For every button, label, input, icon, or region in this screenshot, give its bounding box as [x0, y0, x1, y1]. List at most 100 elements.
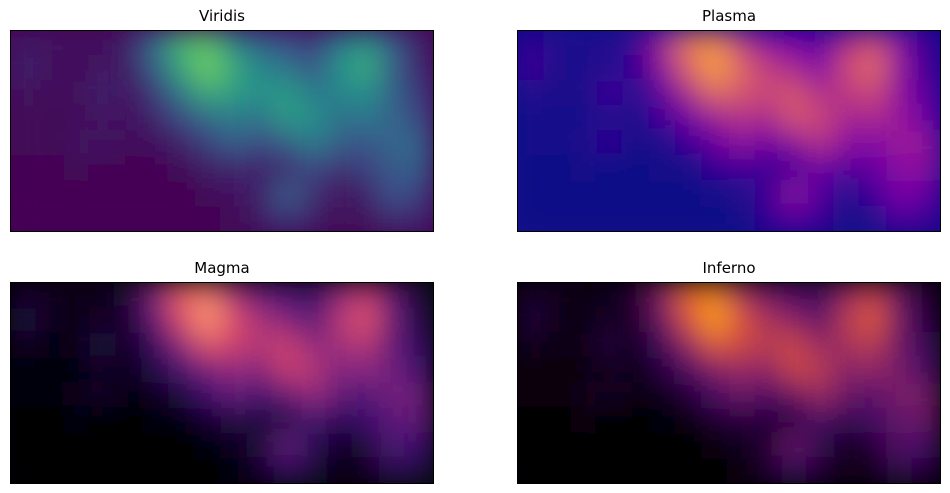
heatmap-cell: [326, 432, 355, 459]
heatmap-cell: [300, 31, 329, 57]
heatmap-cell: [569, 457, 599, 483]
heatmap-cell: [326, 205, 355, 231]
heatmap-cell: [518, 205, 546, 231]
heatmap-cell: [780, 382, 810, 409]
heatmap-cell: [596, 307, 625, 334]
heatmap-cell: [273, 307, 303, 334]
heatmap-cell: [300, 55, 329, 82]
heatmap-cell: [543, 205, 572, 231]
heatmap-cell: [912, 155, 940, 182]
heatmap-cell: [168, 205, 197, 231]
heatmap-cell: [405, 80, 433, 107]
heatmap-cell: [194, 80, 223, 107]
heatmap-cell: [675, 283, 704, 309]
heatmap-cell: [675, 205, 704, 231]
heatmap-cell: [62, 80, 92, 107]
heatmap-cell: [807, 357, 836, 384]
heatmap-cell: [622, 283, 651, 309]
heatmap-cell: [543, 407, 572, 434]
heatmap-cell: [754, 155, 783, 182]
heatmap-cell: [379, 432, 408, 459]
heatmap-cell: [379, 180, 408, 207]
heatmap-cell: [11, 130, 39, 157]
heatmap-cell: [648, 105, 678, 132]
heatmap-cell: [754, 205, 783, 231]
heatmap-cell: [326, 105, 355, 132]
heatmap-cell: [648, 382, 678, 409]
heatmap-cell: [273, 283, 303, 309]
heatmap-cell: [326, 130, 355, 157]
heatmap-cell: [833, 55, 862, 82]
heatmap-cell: [780, 105, 810, 132]
heatmap-cell: [622, 457, 651, 483]
heatmap-cell: [36, 31, 65, 57]
heatmap-cell: [912, 31, 940, 57]
heatmap-cell: [194, 357, 223, 384]
heatmap-cell: [833, 31, 862, 57]
heatmap-cell: [543, 457, 572, 483]
heatmap-cell: [648, 357, 678, 384]
heatmap-cell: [859, 357, 889, 384]
heatmap-cell: [596, 31, 625, 57]
heatmap-cell: [221, 31, 250, 57]
heatmap-cell: [221, 332, 250, 359]
heatmap-cell: [36, 155, 65, 182]
heatmap-cell: [754, 382, 783, 409]
heatmap-cell: [518, 283, 546, 309]
heatmap-cell: [807, 457, 836, 483]
heatmap-cell: [273, 130, 303, 157]
heatmap-cell: [300, 382, 329, 409]
heatmap-cell: [754, 180, 783, 207]
heatmap-cell: [168, 80, 197, 107]
heatmap-cell: [379, 55, 408, 82]
heatmap-cell: [648, 457, 678, 483]
heatmap-cell: [780, 155, 810, 182]
heatmap-cell: [622, 130, 651, 157]
heatmap-cell: [833, 155, 862, 182]
heatmap-cell: [648, 130, 678, 157]
heatmap-cell: [62, 55, 92, 82]
heatmap-cell: [141, 457, 171, 483]
heatmap-cell: [622, 307, 651, 334]
heatmap-cell: [622, 205, 651, 231]
heatmap-cell: [326, 382, 355, 409]
heatmap-cell: [569, 432, 599, 459]
heatmap-cell: [221, 457, 250, 483]
heatmap-cell: [247, 457, 276, 483]
heatmap-cell: [859, 407, 889, 434]
heatmap-cell: [596, 205, 625, 231]
heatmap-cell: [596, 283, 625, 309]
heatmap-cell: [701, 205, 730, 231]
heatmap-cell: [701, 155, 730, 182]
heatmap-cell: [859, 283, 889, 309]
heatmap-cell: [780, 55, 810, 82]
heatmap-cell: [728, 407, 757, 434]
heatmap-cell: [352, 382, 382, 409]
heatmap-cell: [701, 55, 730, 82]
heatmap-cell: [141, 55, 171, 82]
heatmap-cell: [300, 130, 329, 157]
heatmap-cell: [168, 105, 197, 132]
heatmap-cell: [675, 130, 704, 157]
heatmap-cell: [89, 432, 118, 459]
heatmap-cell: [221, 155, 250, 182]
chart-title: Inferno: [702, 259, 756, 277]
heatmap-cell: [728, 205, 757, 231]
heatmap-cell: [326, 307, 355, 334]
heatmap-cell: [912, 205, 940, 231]
heatmap-cell: [379, 357, 408, 384]
heatmap-cell: [728, 55, 757, 82]
heatmap-cell: [194, 407, 223, 434]
heatmap-background: [518, 283, 940, 483]
heatmap-cell: [62, 457, 92, 483]
heatmap-cell: [675, 307, 704, 334]
heatmap-cell: [11, 55, 39, 82]
heatmap-cell: [62, 31, 92, 57]
heatmap-cell: [352, 31, 382, 57]
heatmap-plot: [517, 30, 941, 232]
heatmap-cell: [859, 31, 889, 57]
heatmap-cell: [11, 307, 39, 334]
heatmap-cell: [912, 283, 940, 309]
heatmap-cell: [569, 130, 599, 157]
heatmap-cell: [859, 55, 889, 82]
